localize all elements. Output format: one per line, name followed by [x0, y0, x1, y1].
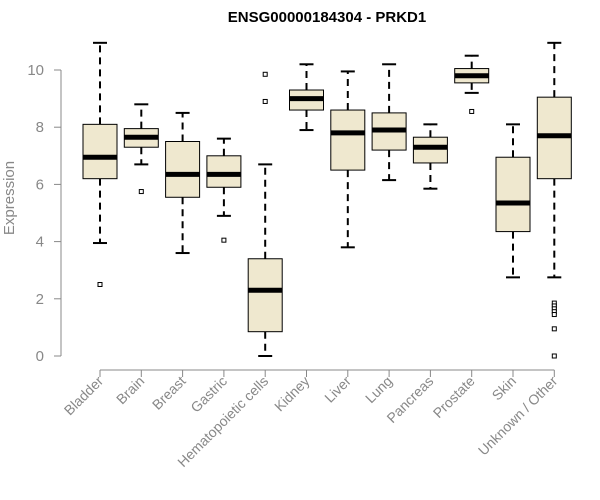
y-tick-label: 6	[36, 176, 44, 193]
outlier-point	[221, 237, 227, 243]
y-tick-label: 2	[36, 291, 44, 308]
y-tick-label: 0	[36, 348, 44, 365]
box-brain	[123, 103, 159, 195]
box-hematopoietic-cells	[247, 71, 283, 357]
box-liver	[330, 70, 366, 249]
x-tick-label: Brain	[113, 373, 147, 407]
x-tick-label: Prostate	[430, 373, 478, 421]
y-tick-label: 4	[36, 234, 44, 251]
box-iqr	[165, 141, 201, 198]
outlier-point	[551, 326, 557, 332]
box-iqr	[412, 136, 448, 164]
y-tick-label: 8	[36, 119, 44, 136]
box-lung	[371, 63, 407, 182]
box-iqr	[247, 258, 283, 333]
x-tick-label: Breast	[149, 373, 189, 413]
outlier-point	[551, 353, 557, 359]
outlier-point	[138, 189, 144, 195]
box-prostate	[454, 54, 490, 114]
plot-area	[82, 41, 572, 359]
box-pancreas	[412, 123, 448, 190]
box-iqr	[495, 156, 531, 233]
outlier-point	[97, 282, 103, 287]
outlier-point	[262, 98, 268, 104]
y-axis-label: Expression	[1, 161, 18, 235]
x-tick-label: Bladder	[61, 373, 107, 419]
outlier-point	[551, 312, 557, 318]
box-iqr	[206, 155, 242, 188]
box-breast	[165, 111, 201, 255]
box-kidney	[289, 63, 324, 132]
y-tick-label: 10	[27, 62, 44, 79]
box-gastric	[206, 137, 242, 243]
chart-title: ENSG00000184304 - PRKD1	[228, 9, 426, 26]
box-bladder	[82, 41, 118, 287]
y-axis: 0 2 4 6 8 10	[27, 62, 62, 365]
outlier-point	[262, 71, 268, 77]
x-tick-label: Lung	[362, 373, 395, 406]
box-unknown-other	[536, 41, 572, 359]
box-iqr	[330, 109, 366, 171]
x-tick-label: Liver	[321, 373, 354, 406]
x-tick-label: Kidney	[271, 373, 313, 415]
x-tick-label: Skin	[489, 373, 520, 404]
box-iqr	[82, 123, 118, 180]
outlier-point	[469, 108, 475, 114]
box-skin	[495, 123, 531, 279]
